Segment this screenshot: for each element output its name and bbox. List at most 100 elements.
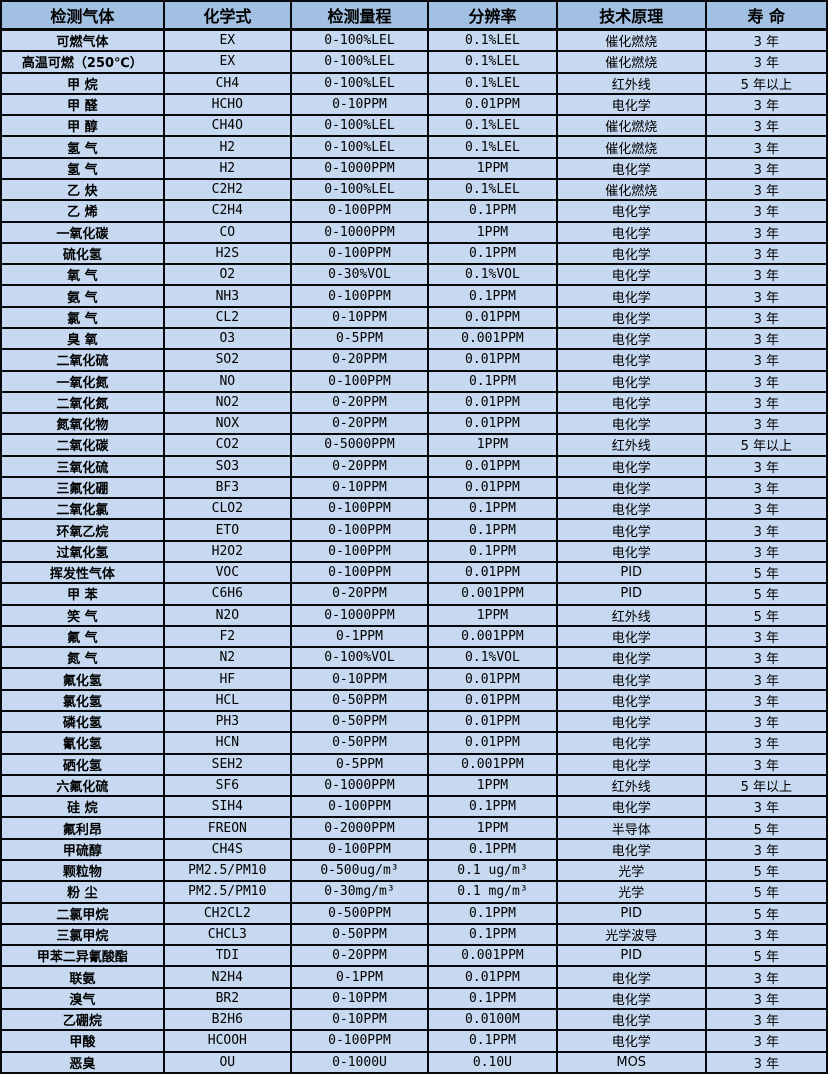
cell-technology: 半导体 — [555, 816, 707, 840]
cell-technology: PID — [555, 561, 707, 585]
cell-formula: SO3 — [162, 454, 292, 478]
table-row: 二氧化碳 CO2 0-5000PPM 1PPM 红外线 5 年以上 — [0, 433, 828, 457]
cell-technology: 电化学 — [555, 986, 707, 1010]
cell-technology: PID — [555, 582, 707, 606]
cell-gas-name: 氟 气 — [0, 624, 165, 649]
cell-formula: C2H2 — [162, 177, 292, 202]
cell-formula: PM2.5/PM10 — [162, 880, 292, 904]
cell-technology: 催化燃烧 — [555, 28, 707, 53]
cell-lifespan: 3 年 — [704, 412, 828, 436]
cell-lifespan: 5 年 — [704, 858, 828, 883]
cell-range: 0-100%LEL — [289, 135, 430, 159]
table-row: 笑 气 N2O 0-1000PPM 1PPM 红外线 5 年 — [0, 603, 828, 627]
cell-lifespan: 3 年 — [704, 390, 828, 415]
cell-range: 0-100PPM — [289, 561, 430, 585]
table-row: 六氟化硫 SF6 0-1000PPM 1PPM 红外线 5 年以上 — [0, 773, 828, 798]
cell-resolution: 0.1PPM — [427, 539, 558, 564]
cell-gas-name: 氮 气 — [0, 646, 165, 670]
table-row: 氮 气 N2 0-100%VOL 0.1%VOL 电化学 3 年 — [0, 646, 828, 670]
cell-range: 0-50PPM — [289, 688, 430, 713]
cell-technology: 催化燃烧 — [555, 135, 707, 159]
cell-lifespan: 3 年 — [704, 731, 828, 755]
cell-formula: N2O — [162, 603, 292, 627]
table-row: 甲 醛 HCHO 0-10PPM 0.01PPM 电化学 3 年 — [0, 92, 828, 117]
cell-formula: EX — [162, 50, 292, 74]
table-row: 硅 烷 SIH4 0-100PPM 0.1PPM 电化学 3 年 — [0, 795, 828, 819]
cell-formula: FREON — [162, 816, 292, 840]
table-row: 臭 氧 O3 0-5PPM 0.001PPM 电化学 3 年 — [0, 326, 828, 351]
cell-formula: NH3 — [162, 284, 292, 308]
cell-technology: 红外线 — [555, 603, 707, 627]
cell-range: 0-10PPM — [289, 92, 430, 117]
cell-resolution: 0.1PPM — [427, 922, 558, 947]
cell-gas-name: 六氟化硫 — [0, 773, 165, 798]
table-row: 氟化氢 HF 0-10PPM 0.01PPM 电化学 3 年 — [0, 667, 828, 691]
cell-resolution: 0.1PPM — [427, 837, 558, 861]
cell-resolution: 1PPM — [427, 156, 558, 180]
cell-lifespan: 3 年 — [704, 177, 828, 202]
cell-formula: PH3 — [162, 709, 292, 734]
cell-formula: VOC — [162, 561, 292, 585]
cell-range: 0-1000U — [289, 1050, 430, 1074]
cell-technology: 电化学 — [555, 688, 707, 713]
cell-lifespan: 5 年 — [704, 582, 828, 606]
cell-formula: HCL — [162, 688, 292, 713]
cell-formula: TDI — [162, 944, 292, 968]
cell-lifespan: 3 年 — [704, 1050, 828, 1074]
table-row: 氢 气 H2 0-1000PPM 1PPM 电化学 3 年 — [0, 156, 828, 180]
cell-gas-name: 乙 烯 — [0, 199, 165, 223]
cell-gas-name: 甲 烷 — [0, 71, 165, 95]
cell-technology: 催化燃烧 — [555, 114, 707, 138]
cell-lifespan: 3 年 — [704, 135, 828, 159]
cell-technology: 电化学 — [555, 305, 707, 329]
cell-range: 0-500ug/m³ — [289, 858, 430, 883]
cell-technology: 电化学 — [555, 709, 707, 734]
cell-technology: 电化学 — [555, 497, 707, 521]
cell-technology: 电化学 — [555, 475, 707, 500]
cell-lifespan: 3 年 — [704, 241, 828, 266]
cell-range: 0-500PPM — [289, 901, 430, 925]
header-row: 检测气体 化学式 检测量程 分辨率 技术原理寿 命 — [0, 0, 828, 31]
cell-technology: 电化学 — [555, 369, 707, 393]
cell-lifespan: 3 年 — [704, 263, 828, 287]
cell-resolution: 0.01PPM — [427, 688, 558, 713]
cell-range: 0-20PPM — [289, 348, 430, 372]
cell-range: 0-100PPM — [289, 837, 430, 861]
cell-lifespan: 3 年 — [704, 752, 828, 776]
cell-formula: OU — [162, 1050, 292, 1074]
cell-gas-name: 恶臭 — [0, 1050, 165, 1074]
cell-gas-name: 氨 气 — [0, 284, 165, 308]
cell-gas-name: 甲酸 — [0, 1029, 165, 1053]
cell-lifespan: 3 年 — [704, 156, 828, 180]
cell-lifespan: 3 年 — [704, 624, 828, 649]
cell-resolution: 0.1PPM — [427, 497, 558, 521]
cell-range: 0-100PPM — [289, 284, 430, 308]
cell-range: 0-100%LEL — [289, 28, 430, 53]
table-row: 氨 气 NH3 0-100PPM 0.1PPM 电化学 3 年 — [0, 284, 828, 308]
cell-resolution: 0.001PPM — [427, 624, 558, 649]
cell-resolution: 0.1%LEL — [427, 71, 558, 95]
cell-formula: O3 — [162, 326, 292, 351]
cell-resolution: 0.1%LEL — [427, 177, 558, 202]
cell-formula: F2 — [162, 624, 292, 649]
cell-resolution: 0.01PPM — [427, 412, 558, 436]
cell-formula: H2O2 — [162, 539, 292, 564]
table-row: 过氧化氢 H2O2 0-100PPM 0.1PPM 电化学 3 年 — [0, 539, 828, 564]
cell-lifespan: 5 年 — [704, 816, 828, 840]
cell-formula: O2 — [162, 263, 292, 287]
cell-range: 0-1000PPM — [289, 220, 430, 244]
col-header-technology: 技术原理 — [555, 0, 707, 31]
cell-resolution: 1PPM — [427, 220, 558, 244]
cell-lifespan: 3 年 — [704, 986, 828, 1010]
cell-range: 0-10PPM — [289, 667, 430, 691]
cell-range: 0-100%LEL — [289, 177, 430, 202]
cell-lifespan: 3 年 — [704, 50, 828, 74]
cell-gas-name: 过氧化氢 — [0, 539, 165, 564]
cell-formula: CHCL3 — [162, 922, 292, 947]
cell-resolution: 0.1PPM — [427, 901, 558, 925]
cell-gas-name: 磷化氢 — [0, 709, 165, 734]
cell-resolution: 0.1 ug/m³ — [427, 858, 558, 883]
cell-technology: 电化学 — [555, 667, 707, 691]
cell-resolution: 0.01PPM — [427, 731, 558, 755]
